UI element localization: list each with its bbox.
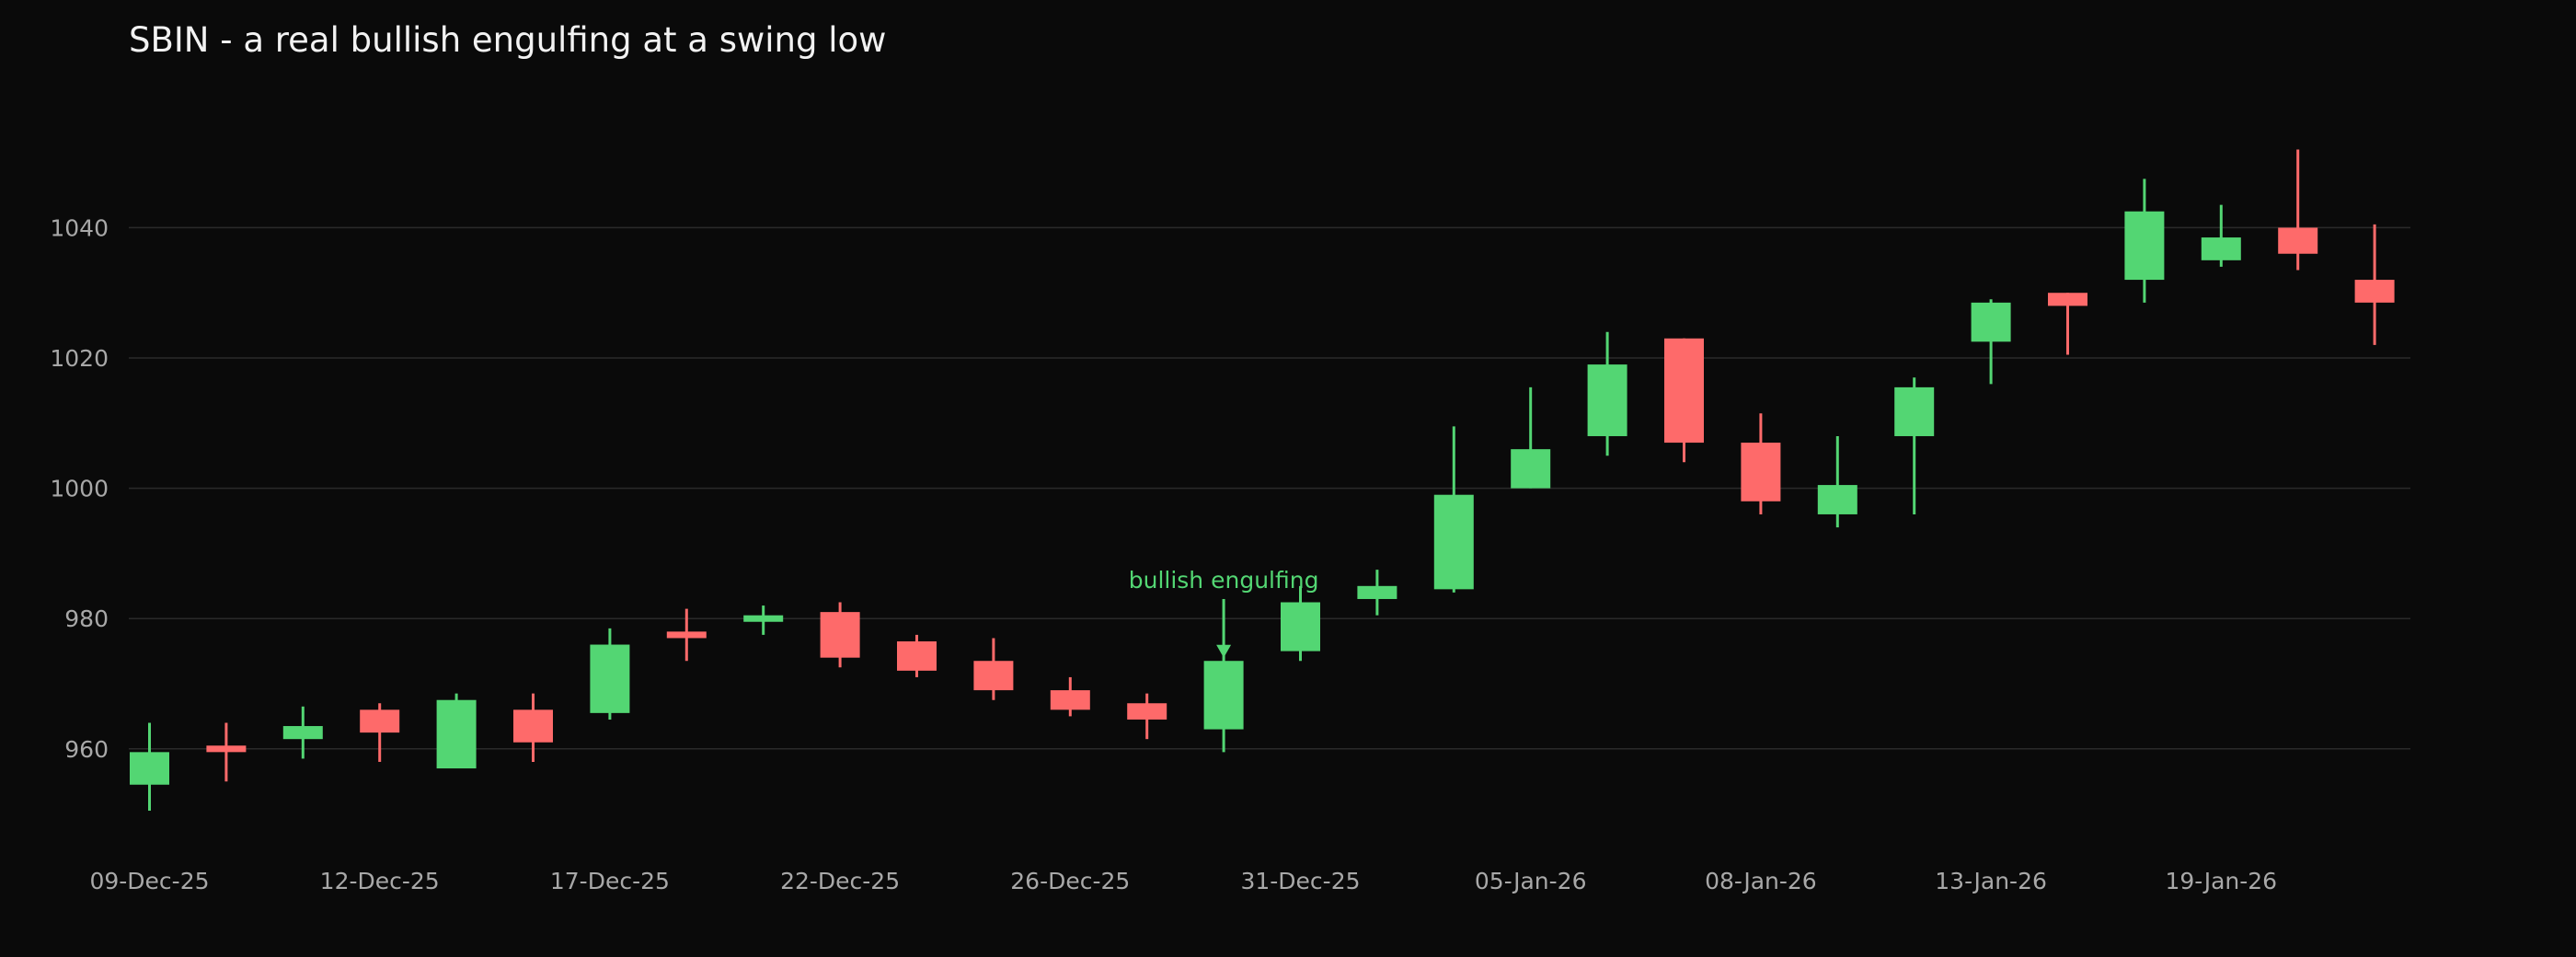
- candle-5: [513, 693, 553, 762]
- candle-19: [1587, 331, 1627, 456]
- candle-body-17: [1433, 494, 1474, 590]
- candle-21: [1741, 413, 1781, 514]
- candle-body-16: [1357, 585, 1397, 599]
- candle-1: [206, 722, 247, 782]
- x-tick-label-3: 22-Dec-25: [780, 868, 900, 894]
- candle-body-22: [1817, 485, 1857, 514]
- x-tick-label-7: 08-Jan-26: [1705, 868, 1817, 894]
- candles: [130, 149, 2395, 812]
- y-axis-ticks: 960 980 1000 1020 1040: [50, 214, 109, 762]
- candle-body-6: [590, 644, 630, 713]
- candle-17: [1433, 426, 1474, 593]
- candle-body-9: [820, 612, 860, 658]
- candle-body-1: [206, 745, 247, 753]
- candle-body-27: [2201, 237, 2241, 260]
- candle-body-24: [1971, 302, 2011, 342]
- candle-15: [1281, 585, 1320, 662]
- candle-body-10: [897, 640, 937, 671]
- x-tick-label-9: 19-Jan-26: [2165, 868, 2277, 894]
- candle-body-21: [1741, 443, 1781, 502]
- y-tick-label-960: 960: [64, 736, 109, 763]
- candle-7: [666, 608, 707, 662]
- grid-lines: [129, 226, 2410, 750]
- candle-body-20: [1664, 338, 1704, 444]
- x-tick-label-1: 12-Dec-25: [320, 868, 440, 894]
- candle-body-7: [666, 631, 707, 639]
- candle-13: [1127, 693, 1167, 740]
- candle-9: [820, 602, 860, 668]
- candle-body-2: [282, 726, 323, 740]
- candle-25: [2048, 293, 2087, 355]
- x-tick-label-6: 05-Jan-26: [1475, 868, 1587, 894]
- candle-28: [2278, 149, 2318, 271]
- candle-body-3: [360, 709, 400, 733]
- candle-body-4: [436, 699, 477, 769]
- candle-body-28: [2278, 227, 2318, 254]
- candle-22: [1817, 435, 1857, 528]
- y-tick-label-1020: 1020: [50, 345, 109, 372]
- candle-24: [1971, 299, 2011, 385]
- x-tick-label-5: 31-Dec-25: [1240, 868, 1360, 894]
- candle-body-26: [2124, 211, 2165, 281]
- candle-body-14: [1203, 661, 1244, 730]
- candle-body-13: [1127, 703, 1167, 720]
- candle-26: [2124, 179, 2165, 303]
- candle-body-18: [1511, 449, 1551, 489]
- y-tick-label-1000: 1000: [50, 476, 109, 502]
- y-tick-label-980: 980: [64, 605, 109, 632]
- x-tick-label-0: 09-Dec-25: [89, 868, 209, 894]
- chart-title: SBIN - a real bullish engulfing at a swi…: [129, 20, 887, 60]
- candle-12: [1050, 676, 1090, 717]
- candle-20: [1664, 338, 1704, 463]
- x-axis-ticks: 09-Dec-25 12-Dec-25 17-Dec-25 22-Dec-25 26-D…: [89, 868, 2277, 894]
- candle-27: [2201, 204, 2241, 267]
- candle-6: [590, 628, 630, 720]
- candle-body-12: [1050, 690, 1090, 710]
- x-tick-label-4: 26-Dec-25: [1010, 868, 1130, 894]
- annotation-label: bullish engulfing: [1129, 567, 1319, 594]
- candle-body-23: [1894, 386, 1935, 436]
- candle-16: [1357, 570, 1397, 616]
- x-tick-label-8: 13-Jan-26: [1935, 868, 2047, 894]
- candle-23: [1894, 377, 1935, 514]
- candle-0: [130, 722, 169, 812]
- annotation-0: bullish engulfing: [1129, 567, 1319, 658]
- candle-11: [973, 638, 1014, 700]
- candle-body-19: [1587, 364, 1627, 436]
- annotations: bullish engulfing: [1129, 567, 1319, 658]
- candle-body-5: [513, 709, 553, 743]
- x-tick-label-2: 17-Dec-25: [550, 868, 670, 894]
- candle-8: [743, 605, 784, 635]
- candle-10: [897, 634, 937, 677]
- candle-body-11: [973, 661, 1014, 691]
- candle-body-8: [743, 615, 784, 622]
- candle-body-25: [2048, 293, 2087, 306]
- candle-4: [436, 693, 477, 769]
- annotation-arrow-head: [1216, 644, 1232, 658]
- candle-body-0: [130, 752, 169, 785]
- candle-18: [1511, 386, 1551, 489]
- y-tick-label-1040: 1040: [50, 214, 109, 241]
- candle-body-29: [2354, 280, 2395, 303]
- candle-2: [282, 706, 323, 759]
- candle-3: [360, 703, 400, 762]
- candle-14: [1203, 598, 1244, 753]
- candle-body-15: [1281, 602, 1320, 651]
- candle-29: [2354, 224, 2395, 345]
